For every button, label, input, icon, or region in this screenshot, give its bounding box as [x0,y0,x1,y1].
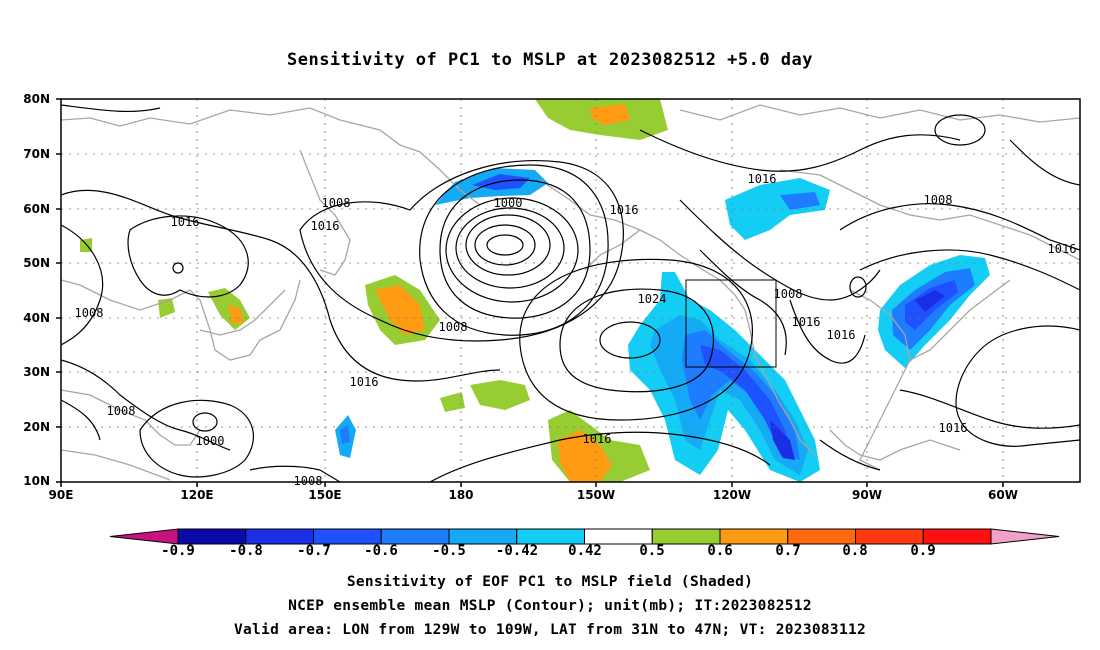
colorbar-segment [177,528,247,545]
contour-label: 1024 [638,292,667,306]
footer-line-1: Sensitivity of EOF PC1 to MSLP field (Sh… [346,574,754,590]
lon-label: 90E [48,488,74,502]
contour-label: 1008 [107,404,136,418]
lat-label: 40N [23,311,50,325]
colorbar-tick-label: -0.9 [161,543,195,559]
shade-blue-eus-4 [915,290,945,312]
colorbar-above-triangle [990,528,1060,545]
colorbar [109,528,1060,545]
contour-label: 1016 [583,432,612,446]
gridlines [61,99,1080,482]
contour-label: 1008 [924,193,953,207]
colorbar-segment [245,528,314,545]
footer-line-2: NCEP ensemble mean MSLP (Contour); unit(… [288,598,812,614]
plot-title: Sensitivity of PC1 to MSLP at 2023082512… [286,50,813,70]
lon-label: 180 [448,488,474,502]
contour-labels: 1008 1016 1016 1000 1016 1016 1008 1016 … [75,172,1077,488]
lat-label: 70N [23,147,50,161]
contour-label: 1016 [1048,242,1077,256]
contour-label: 1008 [75,306,104,320]
contour-label: 1016 [792,315,821,329]
lon-label: 150W [576,488,616,502]
contour-label: 1016 [350,375,379,389]
lat-label: 30N [23,365,50,379]
lat-label: 10N [23,474,50,488]
contour-label: 1008 [439,320,468,334]
colorbar-tick-label: -0.6 [364,543,398,559]
lat-label: 50N [23,256,50,270]
contour-label: 1016 [939,421,968,435]
contour-label: 1008 [294,474,323,488]
lat-label: 20N [23,420,50,434]
colorbar-segment [787,528,856,545]
map-frame [60,98,1081,483]
lat-label: 80N [23,92,50,106]
contour-label: 1000 [196,434,225,448]
colorbar-tick-label: 0.6 [707,543,733,559]
shade-darkblue-150e [340,425,350,444]
mslp-contours [61,104,1080,482]
colorbar-segment [855,528,924,545]
contour-label: 1000 [494,196,523,210]
map-area [61,99,1080,482]
colorbar-segment [922,528,992,545]
lon-label: 120W [712,488,752,502]
lon-label: 90W [852,488,882,502]
colorbar-tick-label: 0.7 [775,543,801,559]
colorbar-tick-label: -0.8 [229,543,263,559]
colorbar-segment [719,528,789,545]
colorbar-tick-label: -0.7 [297,543,331,559]
colorbar-tick-label: 0.5 [639,543,665,559]
colorbar-tick-label: -0.5 [432,543,466,559]
contour-label: 1016 [171,215,200,229]
shade-blue-canada-inner [780,192,820,210]
shade-green-cpac [470,380,530,410]
shade-darkblue-main [770,420,795,460]
contour-label: 1016 [610,203,639,217]
shade-orange-npac [375,285,425,335]
colorbar-segment [584,528,653,545]
shade-orange-arctic [590,104,630,125]
coastlines [61,104,1080,481]
colorbar-below-triangle [109,528,179,545]
lon-label: 60W [988,488,1018,502]
lat-label: 60N [23,202,50,216]
colorbar-tick-label: 0.42 [568,543,602,559]
lon-label: 120E [180,488,214,502]
colorbar-segment [380,528,450,545]
shade-orange-hawaii [558,430,612,482]
footer-line-3: Valid area: LON from 129W to 109W, LAT f… [233,622,867,638]
lon-label: 150E [308,488,342,502]
shaded-sensitivity [80,99,990,482]
colorbar-tick-label: 0.8 [842,543,868,559]
colorbar-segment [448,528,518,545]
colorbar-segment [516,528,585,545]
valid-area-box [685,279,777,368]
contour-label: 1016 [748,172,777,186]
colorbar-segment [651,528,721,545]
axis-ticks [56,98,1004,487]
contour-label: 1016 [827,328,856,342]
shade-green-cpac2 [440,392,465,412]
colorbar-tick-label: -0.42 [495,543,539,559]
contour-label: 1016 [311,219,340,233]
shade-orange-japan [228,305,244,324]
contour-label: 1008 [322,196,351,210]
colorbar-segment [313,528,382,545]
colorbar-tick-label: 0.9 [910,543,936,559]
contour-label: 1008 [774,287,803,301]
